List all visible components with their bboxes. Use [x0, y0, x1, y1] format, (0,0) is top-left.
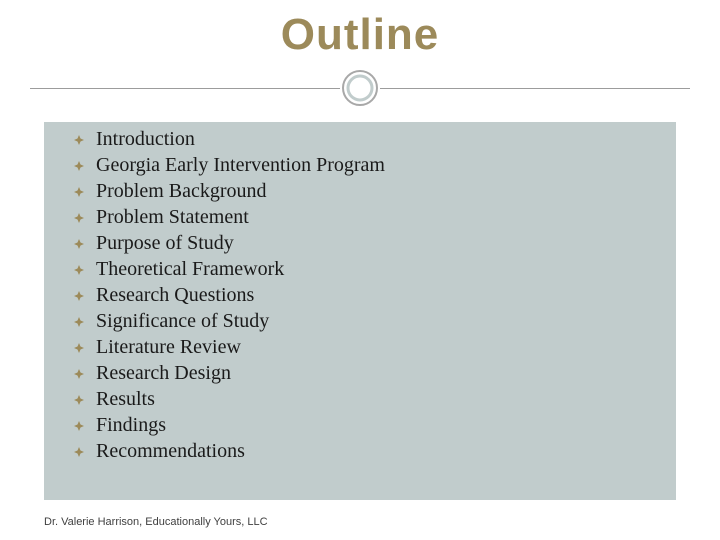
bullet-text: Introduction	[96, 128, 195, 151]
bullet-icon	[74, 187, 84, 197]
bullet-icon	[74, 213, 84, 223]
bullet-text: Georgia Early Intervention Program	[96, 154, 385, 177]
bullet-text: Purpose of Study	[96, 232, 234, 255]
list-item: Recommendations	[74, 440, 646, 463]
bullet-text: Research Questions	[96, 284, 254, 307]
list-item: Problem Background	[74, 180, 646, 203]
bullet-icon	[74, 291, 84, 301]
list-item: Theoretical Framework	[74, 258, 646, 281]
list-item: Georgia Early Intervention Program	[74, 154, 646, 177]
bullet-icon	[74, 239, 84, 249]
list-item: Significance of Study	[74, 310, 646, 333]
list-item: Introduction	[74, 128, 646, 151]
bullet-icon	[74, 161, 84, 171]
list-item: Findings	[74, 414, 646, 437]
bullet-text: Theoretical Framework	[96, 258, 284, 281]
bullet-icon	[74, 369, 84, 379]
list-item: Purpose of Study	[74, 232, 646, 255]
slide-title: Outline	[0, 10, 720, 60]
bullet-list: Introduction Georgia Early Intervention …	[74, 128, 646, 463]
bullet-text: Significance of Study	[96, 310, 269, 333]
bullet-text: Problem Statement	[96, 206, 249, 229]
bullet-text: Results	[96, 388, 155, 411]
bullet-text: Recommendations	[96, 440, 245, 463]
bullet-icon	[74, 343, 84, 353]
list-item: Research Questions	[74, 284, 646, 307]
list-item: Results	[74, 388, 646, 411]
slide-container: Outline Introduction Georgia Early Inter…	[0, 0, 720, 540]
list-item: Literature Review	[74, 336, 646, 359]
bullet-icon	[74, 395, 84, 405]
bullet-text: Problem Background	[96, 180, 267, 203]
bullet-icon	[74, 447, 84, 457]
list-item: Problem Statement	[74, 206, 646, 229]
circle-ornament	[340, 68, 380, 108]
bullet-text: Research Design	[96, 362, 231, 385]
list-item: Research Design	[74, 362, 646, 385]
footer-text: Dr. Valerie Harrison, Educationally Your…	[44, 516, 268, 528]
bullet-text: Findings	[96, 414, 166, 437]
bullet-icon	[74, 265, 84, 275]
bullet-icon	[74, 421, 84, 431]
bullet-icon	[74, 135, 84, 145]
bullet-icon	[74, 317, 84, 327]
title-area: Outline	[0, 0, 720, 60]
bullet-text: Literature Review	[96, 336, 241, 359]
content-box: Introduction Georgia Early Intervention …	[44, 122, 676, 500]
